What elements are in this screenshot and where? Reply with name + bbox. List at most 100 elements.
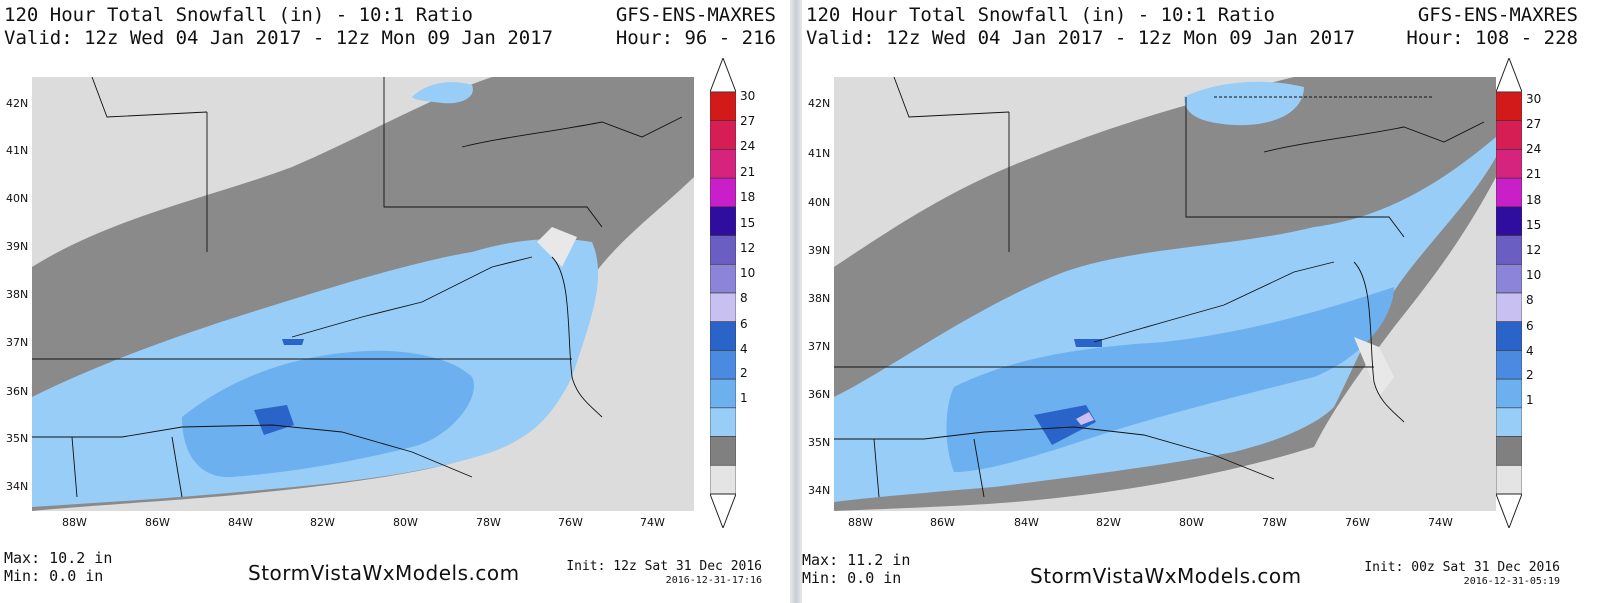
legend-swatch [1496, 235, 1522, 265]
lon-label: 78W [1262, 516, 1287, 529]
lat-label: 42N [6, 97, 29, 110]
legend-swatch [1496, 149, 1522, 179]
legend-level: 12 [1526, 243, 1542, 257]
legend-level: 8 [740, 291, 748, 305]
legend-swatch [710, 149, 736, 179]
site-name: StormVistaWxModels.com [248, 561, 520, 585]
legend-swatches [1496, 91, 1522, 495]
legend-swatch [1496, 378, 1522, 409]
max-value: Max: 10.2 in [4, 549, 113, 567]
min-value: Min: 0.0 in [802, 569, 902, 587]
model-name: GFS-ENS-MAXRES [615, 4, 776, 26]
forecast-hour: Hour: 96 - 216 [615, 27, 776, 49]
init-time: Init: 00z Sat 31 Dec 2016 [1364, 560, 1560, 575]
lon-label: 80W [1179, 516, 1204, 529]
legend-level: 30 [1526, 92, 1542, 106]
valid-range: Valid: 12z Wed 04 Jan 2017 - 12z Mon 09 … [806, 27, 1356, 49]
legend-swatch [1496, 91, 1522, 122]
lon-label: 82W [310, 516, 335, 529]
legend-swatch [710, 206, 736, 236]
snowfall-legend-bar [1496, 58, 1522, 528]
init-time: Init: 12z Sat 31 Dec 2016 [566, 559, 762, 574]
legend-swatch [1496, 206, 1522, 236]
lat-label: 34N [6, 480, 29, 493]
forecast-hour: Hour: 108 - 228 [1406, 27, 1578, 49]
map-title: 120 Hour Total Snowfall (in) - 10:1 Rati… [4, 4, 473, 26]
lat-label: 38N [6, 288, 29, 301]
legend-swatch [710, 464, 736, 495]
model-name: GFS-ENS-MAXRES [1417, 4, 1578, 26]
legend-swatch [1496, 464, 1522, 495]
legend-level: 21 [1526, 167, 1542, 181]
lat-label: 41N [808, 147, 831, 160]
legend-swatch [710, 378, 736, 409]
legend-swatch [1496, 407, 1522, 437]
legend-level: 24 [1526, 142, 1542, 156]
legend-swatch [1496, 263, 1522, 294]
render-timestamp: 2016-12-31-05:19 [1463, 576, 1560, 587]
legend-level: 2 [1526, 368, 1534, 382]
lon-label: 82W [1096, 516, 1121, 529]
lat-label: 36N [808, 388, 831, 401]
legend-level: 30 [740, 89, 756, 103]
lon-label: 84W [228, 516, 253, 529]
lat-label: 42N [808, 97, 831, 110]
legend-level: 27 [740, 114, 756, 128]
snowfall-map [834, 77, 1496, 511]
legend-level: 4 [1526, 344, 1534, 358]
legend-swatch [1496, 350, 1522, 380]
legend-swatch [1496, 292, 1522, 323]
legend-level: 6 [1526, 319, 1534, 333]
legend-swatch [710, 292, 736, 323]
lat-label: 35N [6, 432, 29, 445]
snowfall-map [32, 77, 694, 511]
left-panel: 120 Hour Total Snowfall (in) - 10:1 Rati… [0, 0, 790, 603]
valid-range: Valid: 12z Wed 04 Jan 2017 - 12z Mon 09 … [4, 27, 554, 49]
render-timestamp: 2016-12-31-17:16 [665, 575, 762, 586]
lat-label: 41N [6, 144, 29, 157]
lon-label: 76W [558, 516, 583, 529]
lat-label: 38N [808, 292, 831, 305]
legend-level: 27 [1526, 117, 1542, 131]
lon-label: 78W [476, 516, 501, 529]
legend-level: 18 [740, 190, 756, 204]
lon-label: 88W [62, 516, 87, 529]
legend-swatch [710, 263, 736, 294]
legend-swatch [710, 436, 736, 466]
legend-level: 21 [740, 165, 756, 179]
legend-level: 1 [740, 391, 748, 405]
lat-label: 37N [6, 336, 29, 349]
legend-level: 6 [740, 317, 748, 331]
lat-label: 39N [808, 244, 831, 257]
legend-level: 10 [1526, 268, 1542, 282]
legend-swatch [1496, 177, 1522, 208]
lat-label: 36N [6, 385, 29, 398]
snowfall-legend-bar [710, 58, 736, 528]
lon-label: 88W [848, 516, 873, 529]
map-title: 120 Hour Total Snowfall (in) - 10:1 Rati… [806, 4, 1275, 26]
right-panel: 120 Hour Total Snowfall (in) - 10:1 Rati… [802, 0, 1592, 603]
lon-label: 80W [393, 516, 418, 529]
legend-swatch [710, 407, 736, 437]
max-value: Max: 11.2 in [802, 551, 911, 569]
lat-label: 37N [808, 340, 831, 353]
panel-divider [790, 0, 802, 603]
legend-level: 2 [740, 366, 748, 380]
legend-level: 15 [1526, 218, 1542, 232]
lon-label: 74W [640, 516, 665, 529]
lat-label: 39N [6, 240, 29, 253]
lon-label: 86W [930, 516, 955, 529]
lat-label: 40N [6, 192, 29, 205]
legend-level: 8 [1526, 293, 1534, 307]
legend-level: 24 [740, 139, 756, 153]
legend-swatch [710, 350, 736, 380]
legend-level: 18 [1526, 193, 1542, 207]
lon-label: 74W [1428, 516, 1453, 529]
legend-level: 1 [1526, 393, 1534, 407]
legend-swatches [710, 91, 736, 495]
legend-swatch [710, 235, 736, 265]
legend-swatch [1496, 120, 1522, 150]
min-value: Min: 0.0 in [4, 567, 104, 585]
legend-level: 15 [740, 216, 756, 230]
legend-swatch [710, 120, 736, 150]
